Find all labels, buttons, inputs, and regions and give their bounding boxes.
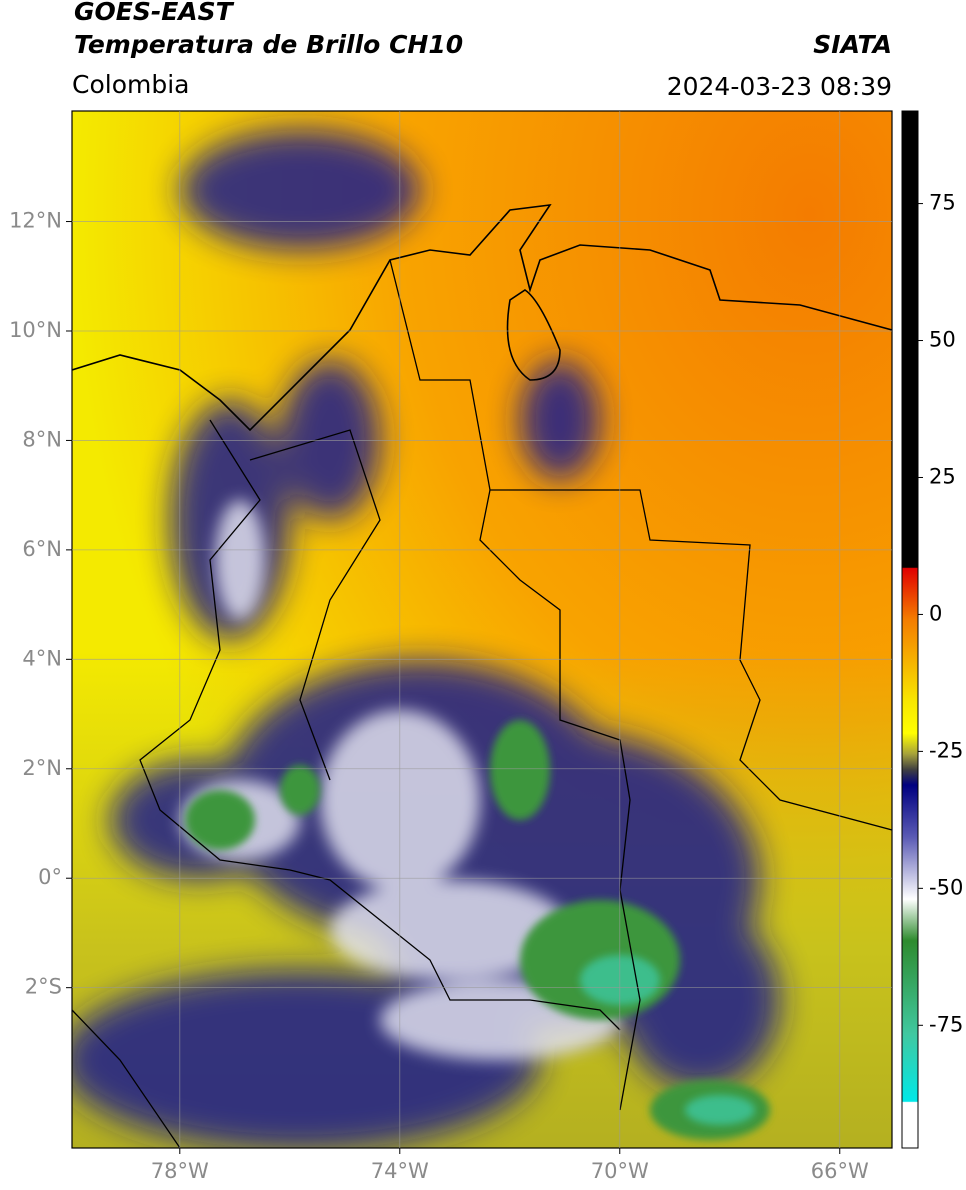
y-tick-label: 8°N	[22, 427, 62, 451]
source: SIATA	[813, 30, 892, 59]
y-tick-label: 4°N	[22, 646, 62, 670]
x-tick-label: 66°W	[811, 1159, 869, 1183]
region: Colombia	[72, 70, 189, 99]
colorbar-label: 25	[929, 464, 956, 488]
y-tick-label: 0°	[38, 865, 62, 889]
y-tick-label: 6°N	[22, 537, 62, 561]
map-frame	[71, 110, 893, 1149]
colorbar-label: -75	[929, 1012, 963, 1036]
x-tick-label: 74°W	[371, 1159, 429, 1183]
colorbar	[901, 110, 919, 1149]
y-tick-label: 10°N	[9, 318, 62, 342]
colorbar-label: -25	[929, 738, 963, 762]
x-tick-label: 78°W	[151, 1159, 209, 1183]
satellite-image	[72, 111, 892, 1148]
colorbar-label: 0	[929, 601, 942, 625]
y-tick-label: 12°N	[9, 209, 62, 233]
datetime: 2024-03-23 08:39	[667, 72, 892, 101]
colorbar-label: 50	[929, 328, 956, 352]
x-tick-label: 70°W	[591, 1159, 649, 1183]
y-tick-label: 2°S	[25, 975, 62, 999]
subtitle: Temperatura de Brillo CH10	[74, 30, 463, 59]
colorbar-label: -50	[929, 875, 963, 899]
y-tick-label: 2°N	[22, 756, 62, 780]
colorbar-label: 75	[929, 191, 956, 215]
title: GOES-EAST	[74, 0, 235, 26]
